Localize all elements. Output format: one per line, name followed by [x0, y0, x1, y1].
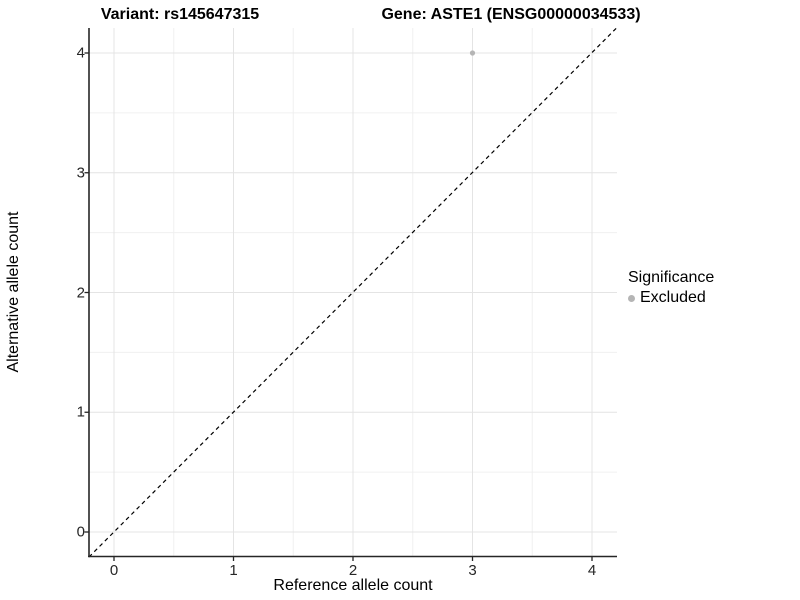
data-point-excluded	[469, 50, 476, 56]
x-tick-label: 0	[109, 562, 119, 579]
variant-title: Variant: rs145647315	[100, 6, 260, 23]
x-tick-label: 3	[468, 562, 477, 579]
x-tick-label: 4	[587, 562, 597, 579]
excluded-point-icon	[628, 294, 635, 302]
y-axis-title: Alternative allele count	[5, 211, 22, 373]
legend-entry-label: Excluded	[640, 289, 706, 306]
y-tick-label: 2	[76, 284, 85, 301]
x-tick-label: 2	[348, 562, 358, 579]
y-tick-label: 4	[76, 44, 85, 62]
y-tick-label: 3	[76, 164, 85, 182]
gene-title: Gene: ASTE1 (ENSG00000034533)	[381, 6, 641, 23]
y-tick-label: 1	[76, 403, 85, 421]
legend: Significance Excluded	[628, 269, 714, 307]
identity-dashed-line	[88, 27, 618, 558]
x-axis-title: Reference allele count	[273, 577, 433, 594]
legend-title: Significance	[628, 269, 715, 286]
legend-entry-excluded: Excluded	[628, 289, 714, 307]
x-tick-label: 1	[229, 562, 238, 579]
y-tick-label: 0	[76, 523, 85, 541]
